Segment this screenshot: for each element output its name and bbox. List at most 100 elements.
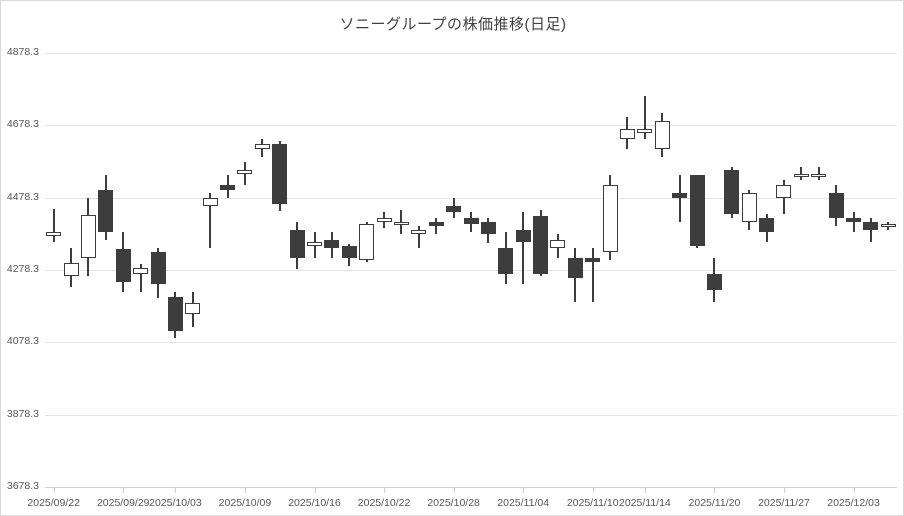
candle-body	[80, 215, 96, 258]
candle-body	[463, 217, 479, 224]
x-tick-label: 2025/11/04	[497, 497, 550, 509]
x-tick-mark	[53, 487, 55, 493]
candle-body	[272, 143, 288, 204]
x-tick-mark	[453, 487, 455, 493]
candle-body	[359, 223, 375, 260]
y-tick-label: 4878.3	[6, 46, 39, 58]
x-tick-mark	[384, 487, 386, 493]
x-tick-label: 2025/11/10	[566, 497, 619, 509]
candle-body	[828, 193, 844, 218]
gridline	[45, 270, 897, 271]
candle-body	[741, 193, 757, 222]
x-tick-mark	[644, 487, 646, 493]
candle-body	[393, 221, 409, 225]
candle-body	[602, 185, 618, 252]
y-tick-label: 4478.3	[6, 190, 39, 203]
candle-body	[376, 217, 392, 222]
x-tick-label: 2025/11/27	[758, 497, 810, 509]
x-tick-label: 2025/11/20	[688, 497, 741, 509]
candle-body	[724, 169, 740, 214]
gridline	[45, 487, 897, 488]
candle-body	[637, 129, 653, 134]
candle-body	[46, 231, 62, 236]
candle-body	[115, 248, 131, 283]
candle-body	[689, 175, 705, 246]
candle-body	[776, 185, 792, 198]
candle-wick	[139, 263, 142, 292]
y-tick-label: 3678.3	[6, 480, 39, 492]
candle-body	[480, 221, 496, 234]
candle-body	[585, 257, 601, 263]
candle-body	[133, 267, 149, 274]
candle-wick	[209, 193, 212, 248]
candle-wick	[417, 225, 420, 248]
candle-body	[515, 229, 531, 242]
x-tick-label: 2025/09/29	[96, 497, 150, 509]
x-tick-label: 2025/10/22	[357, 497, 411, 509]
candle-wick	[52, 208, 55, 242]
candle-body	[811, 173, 827, 177]
gridline	[45, 53, 897, 54]
x-tick-mark	[314, 487, 316, 493]
gridline	[45, 125, 897, 127]
candle-wick	[869, 217, 872, 242]
x-tick-mark	[592, 487, 594, 493]
x-tick-label: 2025/10/16	[288, 497, 341, 509]
candle-body	[759, 217, 775, 232]
chart-title: ソニーグループの株価推移(日足)	[339, 16, 567, 33]
candle-body	[654, 121, 670, 150]
candle-body	[237, 169, 253, 174]
candle-body	[533, 215, 549, 274]
candle-body	[863, 221, 879, 230]
candle-body	[167, 296, 183, 331]
candle-body	[793, 173, 809, 177]
gridline	[45, 197, 897, 199]
y-tick-label: 3878.3	[6, 407, 39, 420]
candle-body	[150, 251, 166, 284]
candle-body	[411, 229, 427, 234]
candle-body	[185, 303, 201, 314]
candle-body	[254, 143, 270, 150]
x-tick-mark	[783, 487, 785, 493]
x-tick-mark	[175, 487, 177, 493]
x-tick-mark	[853, 487, 855, 493]
candle-wick	[643, 95, 646, 140]
candle-wick	[678, 175, 681, 222]
x-tick-mark	[244, 487, 246, 493]
y-tick-label: 4078.3	[6, 335, 39, 348]
candle-body	[63, 262, 79, 276]
x-tick-mark	[714, 487, 716, 493]
candle-body	[550, 239, 566, 248]
x-tick-label: 2025/10/28	[427, 497, 480, 509]
x-tick-mark	[123, 487, 125, 493]
candle-body	[672, 193, 688, 198]
candle-body	[341, 245, 357, 258]
candle-body	[220, 185, 236, 190]
y-tick-label: 4278.3	[6, 263, 39, 275]
candle-body	[446, 205, 462, 212]
candle-body	[567, 257, 583, 279]
candle-body	[289, 229, 305, 258]
gridline	[45, 414, 897, 416]
candle-body	[619, 129, 635, 140]
x-tick-label: 2025/10/09	[218, 497, 272, 509]
candle-body	[846, 217, 862, 222]
y-tick-label: 4678.3	[6, 118, 39, 131]
x-tick-mark	[523, 487, 525, 493]
candle-body	[498, 247, 514, 274]
x-tick-label: 2025/09/22	[27, 497, 80, 509]
plot-area: 2025/09/22 2025/09/29 2025/10/03 2025/10/09…	[27, 53, 897, 509]
x-tick-label: 2025/10/03	[149, 497, 202, 509]
x-tick-label: 2025/12/03	[827, 497, 880, 509]
candle-body	[98, 189, 114, 232]
candle-wick	[591, 247, 594, 302]
candle-body	[880, 223, 896, 227]
candle-wick	[852, 211, 855, 232]
candle-body	[307, 241, 322, 246]
candle-body	[706, 273, 722, 290]
x-tick-label: 2025/11/14	[618, 497, 671, 509]
gridline	[45, 342, 897, 344]
candle-body	[324, 239, 340, 248]
candle-wick	[522, 211, 525, 284]
